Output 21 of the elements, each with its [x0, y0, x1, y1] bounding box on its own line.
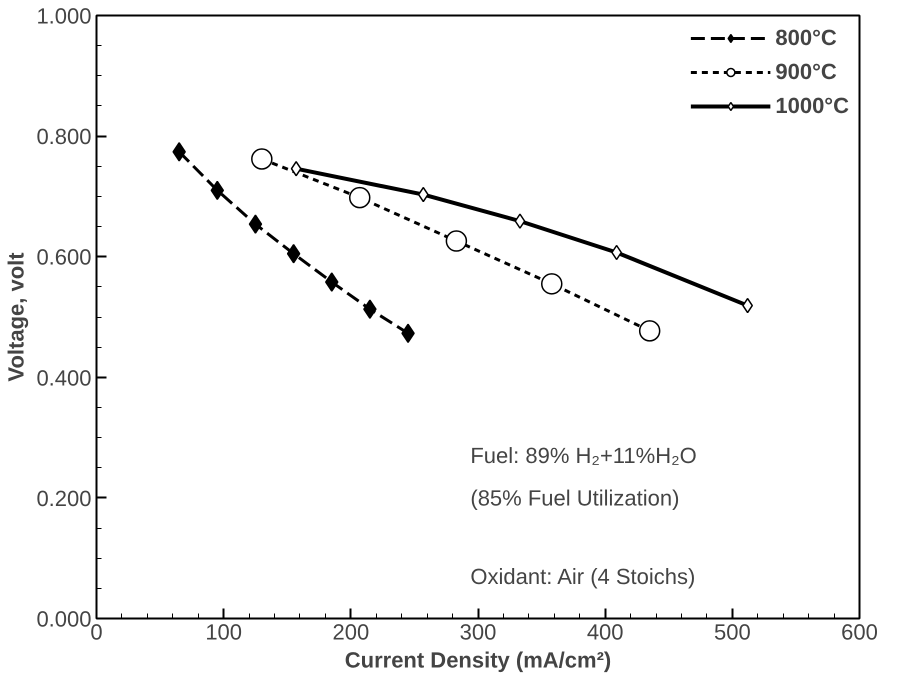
x-tick-label: 400	[586, 620, 624, 644]
y-tick-label: 0.600	[36, 244, 92, 270]
x-tick-label: 0	[90, 620, 103, 644]
legend-label: 800°C	[775, 25, 837, 51]
x-tick-label: 100	[205, 620, 242, 644]
legend-label: 900°C	[775, 59, 837, 85]
annotation: Oxidant: Air (4 Stoichs)	[470, 564, 696, 589]
y-tick-label: 0.800	[36, 124, 92, 150]
x-axis-title: Current Density (mA/cm²)	[344, 648, 612, 672]
y-tick-label: 0.200	[36, 486, 92, 511]
x-tick-label: 300	[460, 620, 496, 644]
annotation: (85% Fuel Utilization)	[470, 485, 680, 510]
annotation: Fuel: 89% H₂+11%H₂O	[470, 443, 697, 468]
y-tick-label: 0.400	[36, 365, 92, 390]
x-tick-label: 500	[714, 620, 751, 644]
x-tick-label: 600	[841, 620, 878, 644]
x-tick-label: 200	[332, 620, 370, 644]
y-tick-label: 1.000	[36, 4, 92, 28]
legend-label: 1000°C	[775, 93, 849, 119]
y-axis-title: Voltage, volt	[3, 252, 28, 382]
y-tick-label: 0.000	[36, 606, 92, 632]
